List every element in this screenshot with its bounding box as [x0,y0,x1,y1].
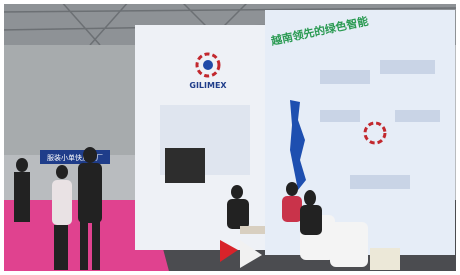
hall-wall [0,45,140,155]
logo-text: GILIMEX [189,81,227,90]
monitor [165,148,205,183]
photo-scene: 服装小单快反工厂 GILIMEX 越南领先的绿色智能 [0,0,460,275]
chair [330,222,368,267]
bag [370,248,400,270]
